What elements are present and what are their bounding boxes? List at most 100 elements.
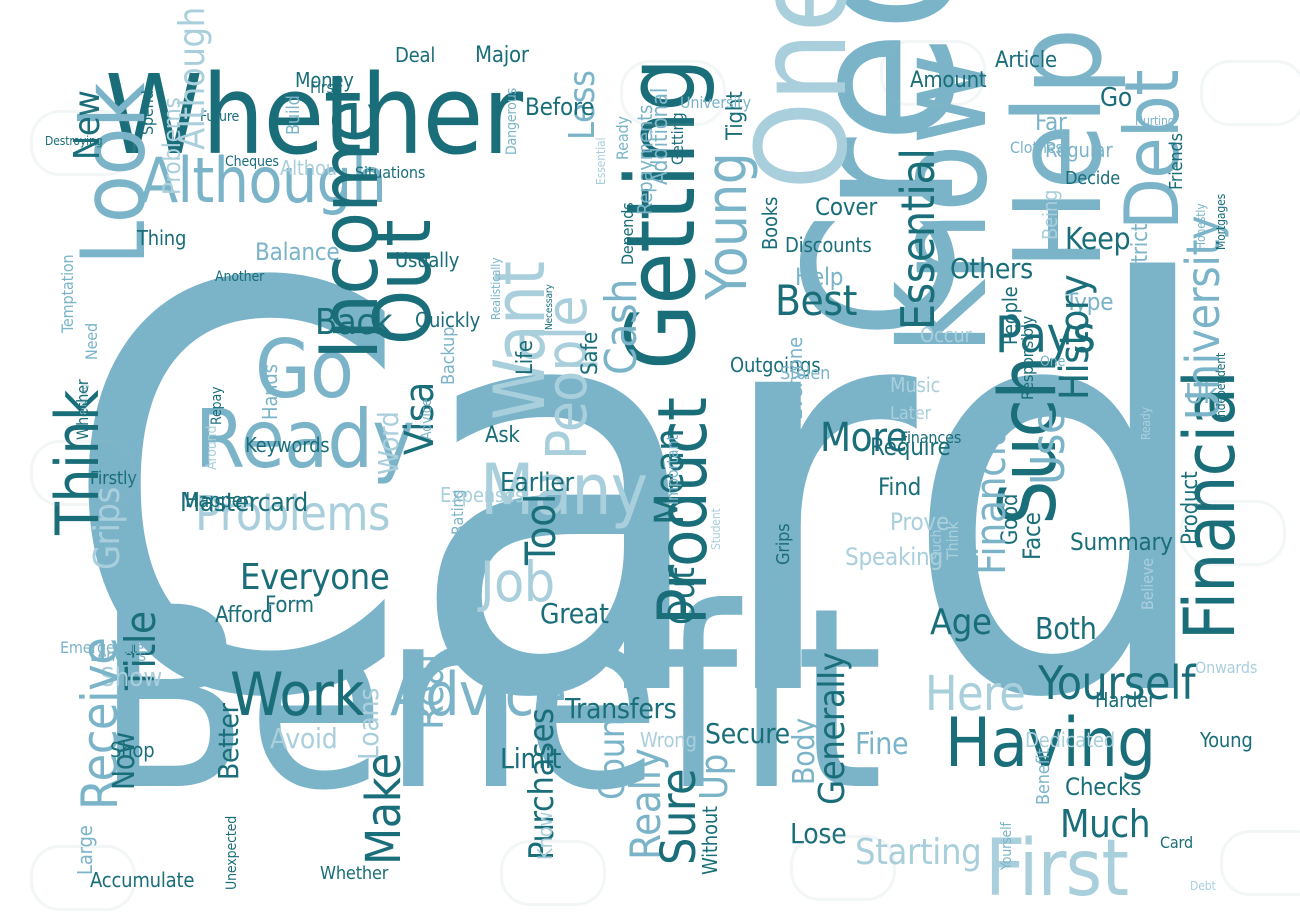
cloud-word-103: Ask [485, 423, 520, 448]
cloud-word-74: Great [540, 597, 609, 630]
cloud-word-53: More [820, 415, 908, 461]
cloud-word-141: Need [82, 323, 101, 360]
cloud-word-156: First [310, 78, 340, 97]
cloud-word-33: Keep [1065, 222, 1131, 257]
cloud-word-128: Article [995, 48, 1057, 73]
cloud-word-124: Deal [395, 43, 436, 67]
cloud-word-150: Cheques [225, 154, 279, 170]
cloud-word-104: Require [870, 433, 951, 461]
cloud-word-95: Expenses [440, 483, 525, 507]
watermark-badge-1 [1200, 60, 1300, 126]
cloud-word-47: Mastercard [180, 488, 308, 518]
watermark-badge-2 [1180, 500, 1286, 566]
cloud-word-158: Essential [594, 137, 608, 185]
cloud-word-157: Dangerous [504, 87, 520, 155]
watermark-badge-4 [1220, 830, 1300, 896]
cloud-word-151: Future [200, 109, 240, 125]
cloud-word-109: Stolen [780, 363, 831, 384]
cloud-word-3: Whether [105, 51, 523, 179]
cloud-word-64: Summary [1070, 528, 1173, 556]
cloud-word-50: Keywords [245, 433, 330, 457]
cloud-word-48: Form [265, 593, 314, 618]
cloud-word-21: First [985, 824, 1129, 914]
cloud-word-62: Both [1035, 612, 1097, 647]
watermark-badge-3 [30, 440, 136, 506]
cloud-word-102: Quickly [415, 308, 481, 332]
cloud-word-125: Money [295, 68, 354, 92]
cloud-word-168: Credit [763, 562, 784, 610]
cloud-word-14: Problems [195, 486, 391, 542]
cloud-word-182: Wrong [640, 728, 697, 752]
cloud-word-99: Backup [438, 326, 459, 385]
cloud-word-191: Debt [1190, 879, 1216, 893]
cloud-word-188: Yourself [999, 822, 1015, 870]
cloud-word-100: Life [513, 340, 538, 375]
cloud-word-111: Type [1065, 288, 1114, 316]
cloud-word-107: Finances [900, 428, 962, 447]
cloud-word-10: Although [140, 144, 387, 217]
cloud-word-122: Before [525, 93, 595, 121]
watermark-badge-9 [620, 60, 726, 126]
cloud-word-175: Important [663, 435, 682, 505]
cloud-word-11: Go [255, 323, 354, 416]
cloud-word-87: Whether [320, 863, 389, 884]
cloud-word-192: Whether [73, 379, 92, 440]
watermark-badge-0 [30, 110, 136, 176]
cloud-word-120: Depends [618, 202, 637, 265]
cloud-word-60: Much [1060, 802, 1151, 846]
cloud-word-105: Music [890, 373, 941, 397]
cloud-word-116: Books [758, 196, 782, 250]
cloud-word-72: Secure [705, 717, 790, 750]
cloud-word-27: Essential [891, 148, 945, 330]
watermark-badge-5 [30, 845, 136, 911]
cloud-word-178: Grips [773, 523, 794, 565]
cloud-word-43: Many [480, 449, 648, 531]
cloud-word-20: Having [945, 704, 1156, 783]
cloud-word-81: Avoid [270, 722, 338, 755]
cloud-word-71: Body [787, 718, 822, 785]
cloud-word-86: Unexpected [224, 815, 240, 890]
cloud-word-36: Uk [1185, 377, 1218, 410]
cloud-word-37: Here [925, 666, 1026, 722]
cloud-word-169: Benefit [1033, 748, 1054, 805]
cloud-word-138: Realistically [489, 257, 503, 320]
cloud-word-15: Work [230, 660, 365, 730]
cloud-word-163: Believe [1138, 558, 1157, 610]
cloud-word-174: Rating [448, 489, 467, 535]
cloud-word-132: Decide [1065, 168, 1121, 189]
cloud-word-137: Hurting [1135, 114, 1175, 128]
cloud-word-77: Show [100, 663, 163, 693]
cloud-word-51: Word [372, 411, 405, 475]
cloud-word-96: Around [204, 425, 220, 470]
cloud-word-179: Student [709, 508, 723, 550]
cloud-word-140: Another [215, 269, 265, 285]
cloud-word-94: Happen [185, 488, 254, 512]
cloud-word-115: Cover [815, 193, 878, 221]
cloud-word-159: Ready [613, 116, 632, 160]
cloud-word-42: Limit [500, 742, 562, 775]
cloud-word-68: Speaking [845, 543, 943, 571]
cloud-word-147: Althou [280, 156, 337, 180]
cloud-word-189: Everyone [783, 336, 807, 420]
cloud-word-133: Friends [1166, 133, 1187, 190]
watermark-badge-6 [500, 840, 606, 906]
cloud-word-35: Being [1038, 189, 1062, 240]
cloud-word-22: Yourself [1038, 656, 1196, 710]
cloud-word-73: Transfers [565, 692, 677, 725]
cloud-word-26: Young [695, 152, 760, 300]
cloud-word-56: Up [692, 754, 736, 800]
cloud-word-171: Tool [516, 494, 565, 565]
cloud-word-172: Out [662, 567, 703, 625]
cloud-word-166: One [1040, 354, 1066, 370]
cloud-word-134: Honestly [1194, 203, 1208, 251]
cloud-word-31: Best [775, 276, 857, 325]
cloud-word-123: Major [475, 43, 529, 68]
cloud-word-45: Job [480, 550, 555, 614]
cloud-word-193: Ready [1139, 407, 1153, 440]
cloud-word-46: Everyone [240, 557, 390, 598]
cloud-word-162: Independent [1214, 352, 1228, 420]
cloud-word-93: Afford [215, 603, 273, 628]
cloud-word-57: Age [930, 602, 992, 643]
cloud-word-177: Such [929, 529, 945, 560]
